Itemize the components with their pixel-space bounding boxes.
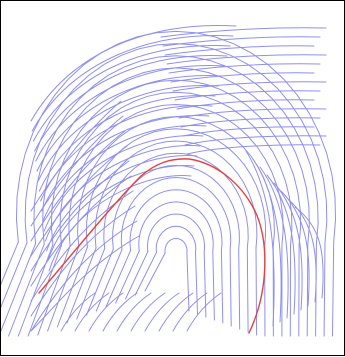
ridge-line — [48, 247, 79, 331]
ridge-lines — [1, 25, 336, 336]
ridge-line — [173, 82, 326, 91]
ridge-line — [139, 202, 215, 320]
ridge-line — [187, 145, 320, 154]
ridge-line — [179, 109, 326, 118]
ridge-line — [1, 242, 18, 336]
ridge-line — [41, 105, 212, 201]
ridge-line — [145, 253, 165, 291]
ridge-line — [253, 159, 281, 322]
ridge-line — [31, 25, 236, 121]
ridge-line — [44, 135, 203, 231]
ridge-line — [38, 246, 70, 335]
ridge-line — [185, 136, 326, 145]
ridge-line — [171, 73, 314, 82]
ridge-line — [1, 243, 36, 336]
ridge-line — [31, 161, 129, 271]
ridge-line — [156, 226, 197, 314]
ridge-line — [28, 245, 61, 336]
ridge-line — [187, 293, 221, 331]
ridge-line — [165, 46, 314, 55]
ridge-line — [169, 64, 320, 73]
ridge-line — [87, 249, 114, 315]
ridge-line — [67, 248, 96, 323]
ridge-line — [31, 176, 131, 286]
ridge-line — [165, 238, 189, 311]
